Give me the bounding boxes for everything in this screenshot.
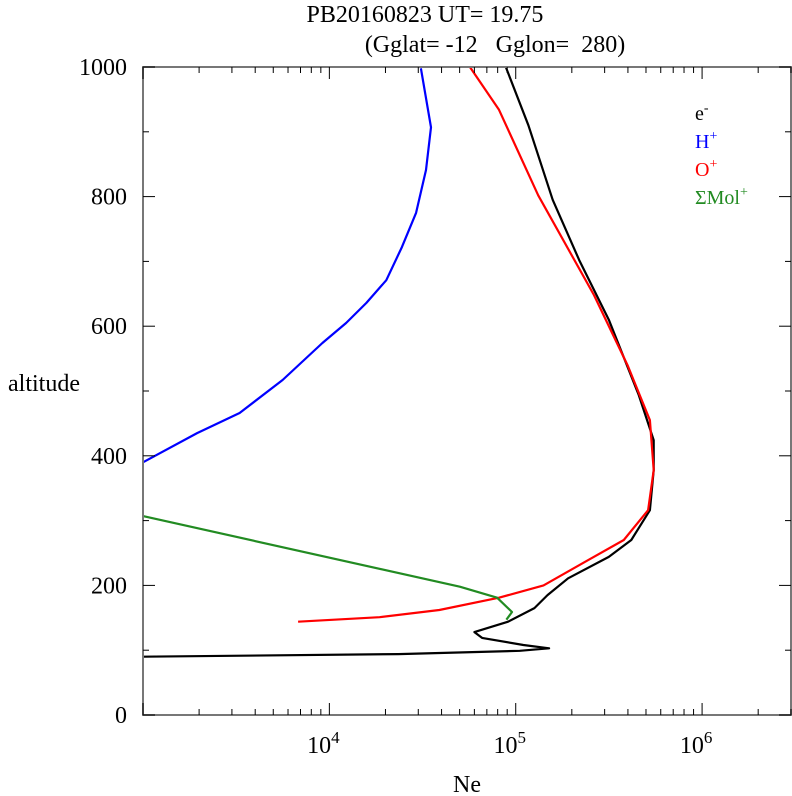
x-ticks — [142, 67, 792, 715]
x-tick-labels: 104 105 106 — [307, 728, 712, 759]
chart-subtitle: (Gglat= -12 Gglon= 280) — [365, 32, 625, 58]
series-line-1 — [142, 68, 433, 464]
series-layer — [142, 66, 655, 658]
y-tick-label: 0 — [115, 703, 127, 729]
legend-entry-2: O+ — [695, 157, 717, 181]
x-tick-label: 104 — [307, 728, 340, 759]
y-tick-label: 200 — [91, 573, 127, 599]
y-tick-label: 1000 — [79, 55, 127, 81]
y-tick-labels: 0 200 400 600 800 1000 — [79, 55, 127, 729]
x-axis-label: Ne — [453, 772, 481, 796]
y-tick-label: 800 — [91, 185, 127, 211]
legend: e- H+ O+ ΣMol+ — [695, 101, 748, 209]
x-tick-label: 105 — [493, 728, 526, 759]
legend-entry-3: ΣMol+ — [695, 185, 748, 209]
y-tick-label: 600 — [91, 314, 127, 340]
y-tick-label: 400 — [91, 444, 127, 470]
series-line-0 — [142, 66, 655, 658]
legend-entry-1: H+ — [695, 129, 717, 153]
y-ticks — [143, 66, 791, 716]
series-line-3 — [142, 515, 514, 621]
legend-entry-0: e- — [695, 101, 709, 125]
plot-frame — [142, 66, 792, 716]
y-axis-label: altitude — [8, 371, 80, 397]
x-tick-label: 106 — [680, 728, 713, 759]
series-line-2 — [298, 66, 655, 623]
chart-title: PB20160823 UT= 19.75 — [307, 2, 544, 28]
